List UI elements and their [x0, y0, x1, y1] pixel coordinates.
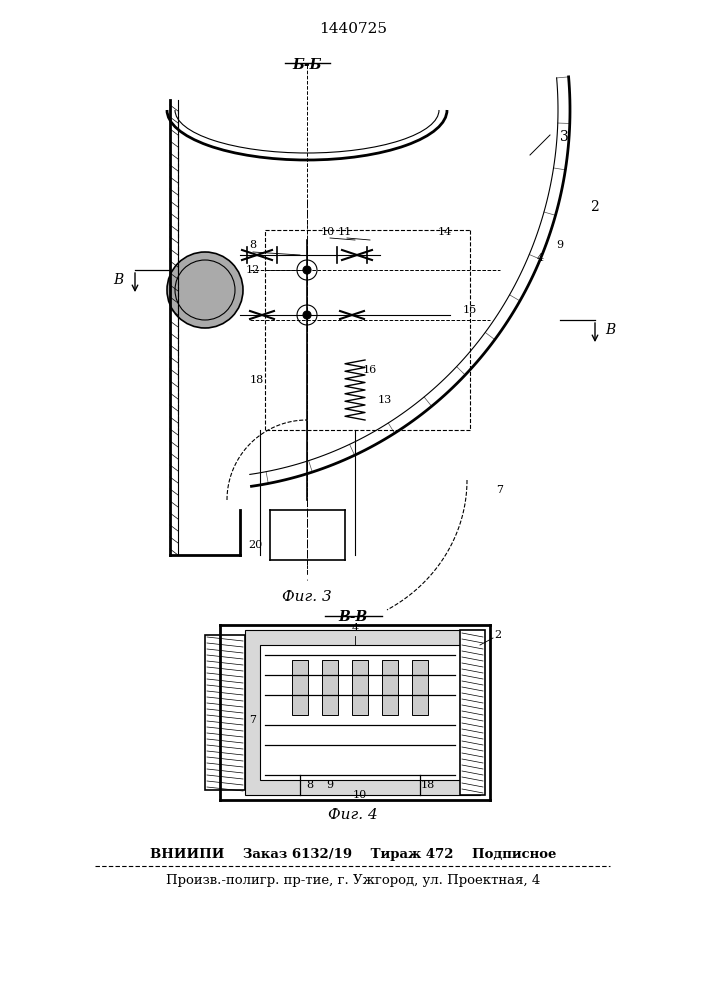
Text: 12: 12	[246, 265, 260, 275]
Bar	[205, 635, 245, 790]
Bar	[412, 660, 428, 715]
Text: 18: 18	[421, 780, 435, 790]
Bar	[352, 660, 368, 715]
Text: 9: 9	[556, 240, 563, 250]
Text: 8: 8	[250, 240, 257, 250]
Circle shape	[303, 266, 311, 274]
Text: 13: 13	[378, 395, 392, 405]
Text: 10: 10	[353, 790, 367, 800]
Text: 4: 4	[537, 253, 544, 263]
Text: ВНИИПИ    Заказ 6132/19    Тираж 472    Подписное: ВНИИПИ Заказ 6132/19 Тираж 472 Подписное	[150, 848, 556, 861]
Text: 8: 8	[306, 780, 314, 790]
Text: 14: 14	[438, 227, 452, 237]
Text: 16: 16	[363, 365, 377, 375]
Text: 3: 3	[560, 130, 568, 144]
Bar	[260, 645, 460, 780]
Bar	[245, 630, 480, 795]
Text: 20: 20	[248, 540, 262, 550]
Text: 11: 11	[338, 227, 352, 237]
Circle shape	[167, 252, 243, 328]
Text: 1440725: 1440725	[319, 22, 387, 36]
Text: 4: 4	[351, 623, 358, 633]
Text: 10: 10	[321, 227, 335, 237]
Text: В-В: В-В	[339, 610, 368, 624]
Bar	[460, 630, 485, 795]
Text: Фиг. 3: Фиг. 3	[282, 590, 332, 604]
Text: 2: 2	[494, 630, 501, 640]
Text: Произв.-полигр. пр-тие, г. Ужгород, ул. Проектная, 4: Произв.-полигр. пр-тие, г. Ужгород, ул. …	[166, 874, 540, 887]
Bar	[292, 660, 308, 715]
Text: 15: 15	[463, 305, 477, 315]
Text: Фиг. 4: Фиг. 4	[328, 808, 378, 822]
Text: Б-Б: Б-Б	[292, 58, 322, 72]
Text: 2: 2	[590, 200, 599, 214]
Text: В: В	[605, 323, 615, 337]
Bar	[322, 660, 338, 715]
Text: 9: 9	[327, 780, 334, 790]
Circle shape	[303, 311, 311, 319]
Text: 7: 7	[496, 485, 503, 495]
Bar	[382, 660, 398, 715]
Text: В: В	[113, 273, 123, 287]
Text: 18: 18	[250, 375, 264, 385]
Text: 7: 7	[250, 715, 257, 725]
